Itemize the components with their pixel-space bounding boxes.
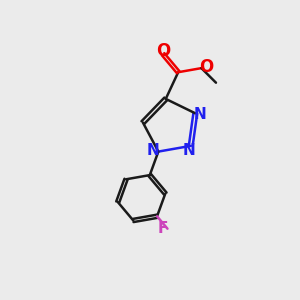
Text: N: N: [147, 142, 160, 158]
Text: N: N: [194, 107, 207, 122]
Text: F: F: [158, 221, 168, 236]
Text: N: N: [183, 143, 196, 158]
Text: O: O: [156, 42, 170, 60]
Text: O: O: [199, 58, 214, 76]
